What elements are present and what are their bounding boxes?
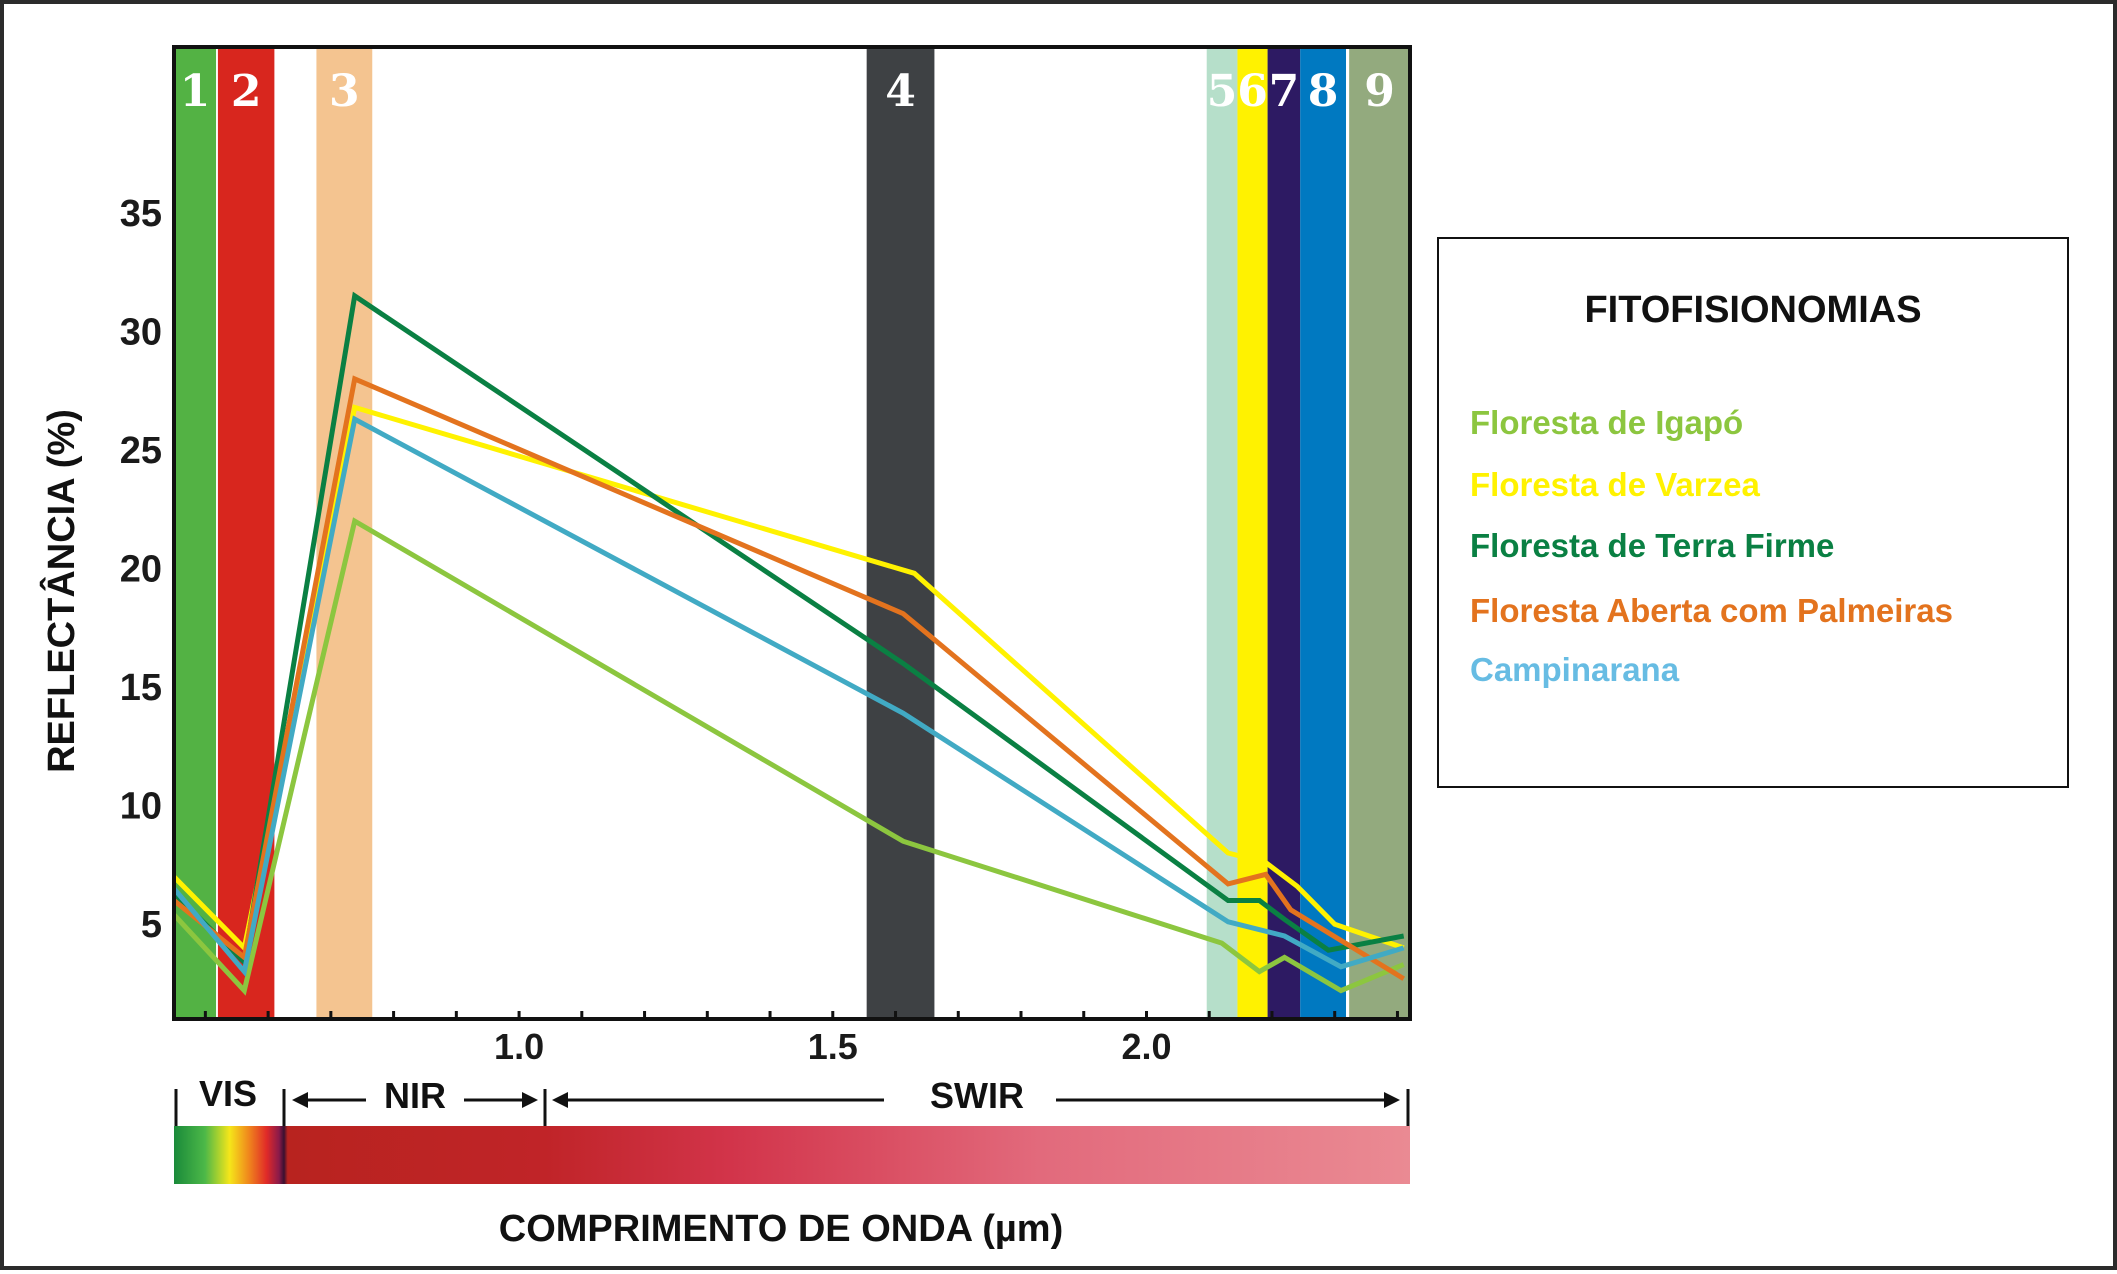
band-label-8: 8 [1308, 66, 1339, 117]
legend-item-terra-firme: Floresta de Terra Firme [1470, 527, 1835, 564]
legend-item-varzea: Floresta de Varzea [1470, 466, 1760, 503]
x-axis-title: COMPRIMENTO DE ONDA (µm) [499, 1208, 1063, 1250]
x-tick-label: 2.0 [1121, 1026, 1171, 1067]
series-line-1 [174, 517, 1405, 996]
x-tick-label: 1.0 [494, 1026, 544, 1067]
legend: FITOFISIONOMIAS Floresta de Igapó Flores… [1437, 237, 2069, 788]
y-axis-ticks: 5 10 15 20 25 30 35 [120, 193, 162, 946]
band-label-1: 1 [180, 66, 211, 117]
band-label-5: 5 [1207, 66, 1238, 117]
band-label-9: 9 [1364, 66, 1395, 117]
legend-title: FITOFISIONOMIAS [1584, 289, 1922, 331]
band-9 [1349, 47, 1410, 1019]
band-7 [1267, 47, 1301, 1019]
legend-item-campinarana: Campinarana [1470, 651, 1680, 688]
legend-item-igapo: Floresta de Igapó [1470, 404, 1744, 441]
band-label-4: 4 [885, 66, 916, 117]
band-label-7: 7 [1269, 66, 1300, 117]
y-tick-label: 15 [120, 667, 162, 709]
series-line-4 [174, 375, 1406, 981]
series-line-5 [174, 415, 1405, 978]
x-axis-ticks: 1.0 1.5 2.0 [203, 1011, 1399, 1067]
x-tick-label: 1.5 [808, 1026, 858, 1067]
region-label-vis: VIS [199, 1073, 257, 1114]
y-axis-title: REFLECTÂNCIA (%) [39, 409, 83, 773]
y-tick-label: 25 [120, 430, 162, 472]
reflectance-curves [174, 291, 1406, 996]
region-label-swir: SWIR [930, 1075, 1024, 1116]
spectrum-gradient-bar [174, 1126, 1410, 1184]
band-5 [1206, 47, 1238, 1019]
arrowhead-icon [552, 1092, 568, 1108]
arrowhead-icon [522, 1092, 538, 1108]
y-tick-label: 10 [120, 786, 162, 828]
plot-area-border [172, 45, 1412, 1021]
y-tick-label: 30 [120, 311, 162, 353]
y-tick-label: 20 [120, 549, 162, 591]
band-8 [1300, 47, 1347, 1019]
y-tick-label: 5 [141, 904, 162, 946]
band-label-2: 2 [231, 66, 262, 117]
band-1 [174, 47, 217, 1019]
arrowhead-icon [292, 1092, 308, 1108]
band-label-6: 6 [1237, 66, 1268, 117]
legend-item-aberta-palmeiras: Floresta Aberta com Palmeiras [1470, 592, 1953, 629]
region-label-nir: NIR [384, 1075, 446, 1116]
band-label-3: 3 [329, 66, 360, 117]
band-4 [866, 47, 935, 1019]
y-tick-label: 35 [120, 193, 162, 235]
spectral-regions-bar: VIS NIR SWIR [174, 1073, 1410, 1184]
series-line-3 [174, 291, 1405, 968]
arrowhead-icon [1384, 1092, 1400, 1108]
